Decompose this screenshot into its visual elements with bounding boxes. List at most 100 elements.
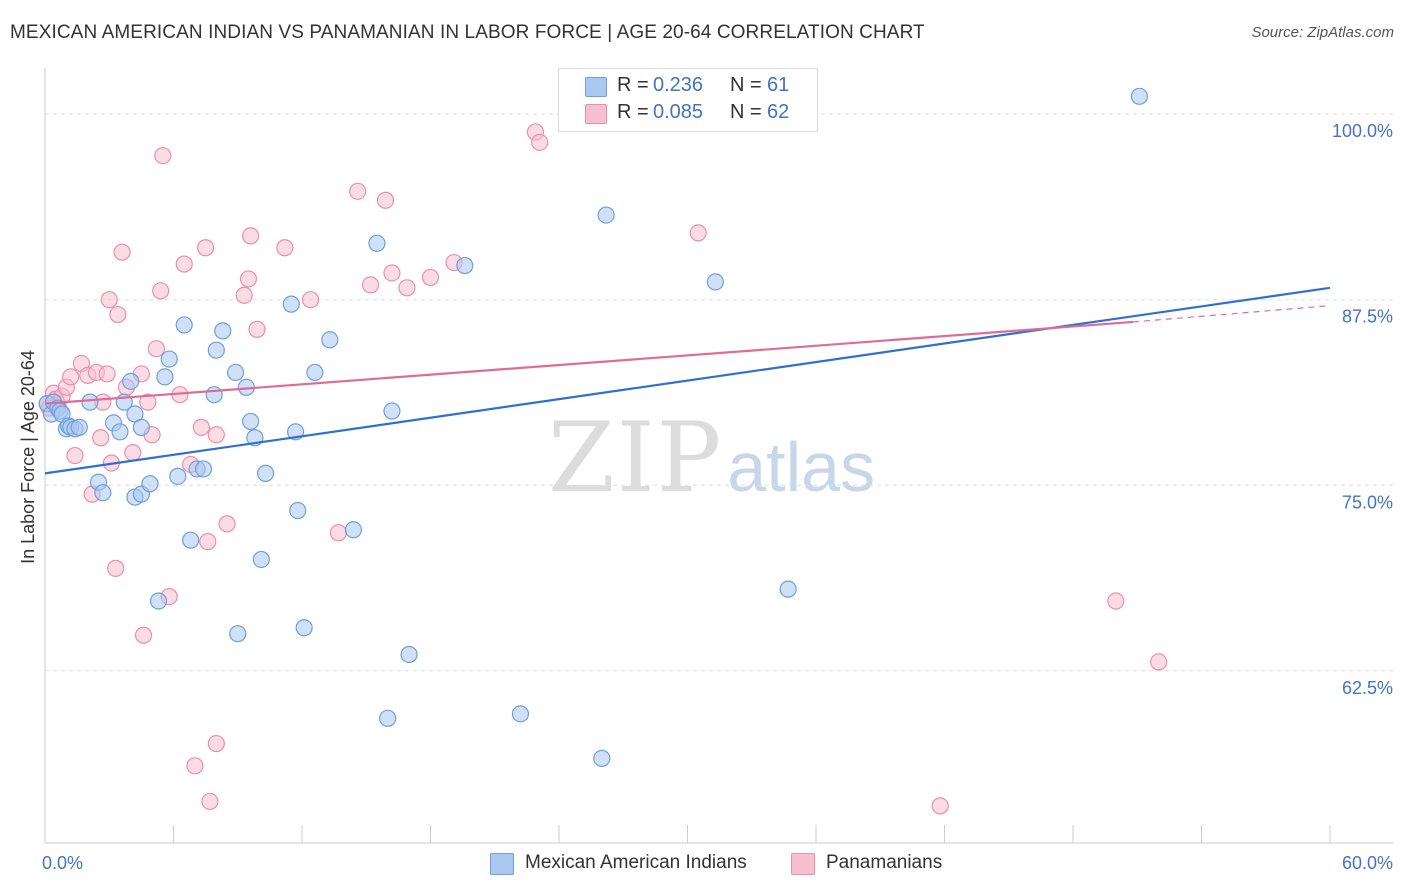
tick-labels: 100.0% 87.5% 75.0% 62.5% 0.0% 60.0% [42,121,1393,873]
panamanian-point [383,264,401,282]
mexican-american-indian-point [456,256,474,275]
chart-title: MEXICAN AMERICAN INDIAN VS PANAMANIAN IN… [10,22,925,43]
mexican-american-indian-point [169,467,187,485]
mexican-american-indian-point [344,521,362,539]
panamanian-point [421,268,440,287]
mexican-american-indian-point [156,368,174,386]
blue-swatch [585,77,607,97]
mexican-american-indian-point [214,322,232,340]
mexican-american-indian-point [242,412,260,431]
panamanian-point [218,515,236,533]
panamanian-point [349,182,367,200]
panamanian-point [98,365,116,383]
panamanian-point [134,626,153,644]
r-label: R = [617,74,649,96]
panamanian-point [207,734,225,753]
mexican-american-indian-point [400,645,418,664]
panamanian-point [301,291,320,309]
panamanian-point [197,239,215,257]
watermark-atlas: atlas [727,428,876,506]
mexican-american-indian-point [779,580,797,598]
mexican-american-indian-point [1130,87,1148,105]
panamanian-point [113,243,131,261]
panamanian-point [62,368,80,386]
y-tick-label: 87.5% [1342,307,1393,327]
y-axis-label-group: In Labor Force | Age 20-64 [18,350,38,564]
mexican-american-indian-point [379,709,397,727]
legend-label: Panamanians [826,852,943,873]
panamanian-point [361,276,380,294]
mexican-american-indian-point [256,464,275,482]
panamanian-point [248,320,266,338]
panamanian-point [235,286,253,304]
panamanian-point [239,270,258,288]
mexican-american-indian-point [205,386,223,404]
y-axis-label: In Labor Force | Age 20-64 [18,350,38,564]
y-tick-label: 75.0% [1342,492,1393,512]
panamanian-point [398,279,416,297]
y-tick-label: 62.5% [1342,678,1393,698]
mexican-american-indian-point [132,418,150,436]
panamanian-point [689,224,707,242]
mexican-american-indian-point [252,550,270,569]
mexican-american-indian-point [149,592,168,610]
mexican-american-indian-point [289,501,307,520]
panamanian-point [199,533,217,551]
mexican-american-indian-point [368,234,386,252]
mexican-american-indian-point [182,531,200,549]
panamanian-point [152,282,170,300]
mexican-american-indian-point [229,625,247,643]
pink-swatch [791,853,815,875]
panamanian-point [147,340,165,358]
pink-swatch [585,104,607,124]
mexican-american-indian-point [295,619,313,637]
panamanian-point [329,524,348,542]
mexican-american-indian-point [597,206,615,224]
panamanian-trend-line [44,320,1134,405]
x-tick-label: 0.0% [42,853,83,873]
panamanian-point [66,446,84,465]
mexican-american-indian-point [175,316,193,334]
panamanian-point [376,191,395,209]
panamanian-point [186,757,204,775]
mexican-american-indian-point [94,484,112,502]
panamanian-point [207,426,225,444]
n-value: 61 [767,74,790,96]
mexican-american-indian-point [227,363,245,382]
stats-legend: R = 0.236 N = 61 R = 0.085 N = 62 [558,68,818,132]
mexican-american-indian-point [306,363,324,382]
mexican-american-indian-point [194,460,213,478]
n-value: 62 [767,101,790,123]
panamanian-point [124,443,142,462]
panamanian-point [931,797,949,815]
y-tick-label: 100.0% [1332,121,1393,141]
source-credit: Source: ZipAtlas.com [1251,24,1394,41]
panamanian-point [201,792,219,811]
mexican-american-indian-point [111,423,129,441]
panamanian-point [107,559,125,577]
panamanian-point [100,291,118,309]
mexican-american-indian-point [383,402,401,420]
panamanian-point [109,305,127,324]
n-label: N = [730,101,762,123]
watermark-zip: ZIP [548,402,724,514]
panamanian-point [531,133,549,151]
r-value: 0.236 [653,74,704,96]
blue-swatch [490,853,514,875]
panamanian-point [242,227,260,245]
mexican-american-indian-point [81,393,99,411]
mexican-american-indian-point [70,418,88,436]
mexican-american-indian-trend-line [44,286,1331,475]
panamanian-point [192,418,210,436]
panamanian-trend-extension [1132,305,1331,323]
axes [44,68,1393,844]
panamanian-point [92,429,110,447]
mexican-american-indian-point [282,295,300,313]
panamanian-point [175,255,193,273]
panamanian-point [139,393,157,411]
panamanian-point [1107,592,1125,610]
watermark: ZIPatlas [548,402,875,514]
mexican-american-indian-point [207,341,225,359]
trend-lines [44,286,1331,475]
